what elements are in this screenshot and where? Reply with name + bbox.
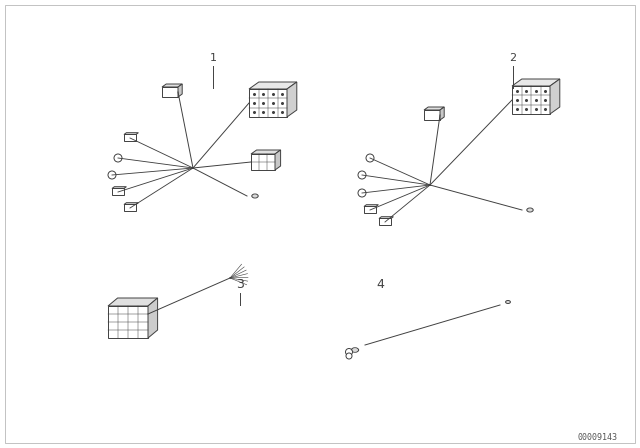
Polygon shape	[424, 107, 444, 110]
Circle shape	[358, 171, 366, 179]
Circle shape	[108, 171, 116, 179]
Bar	[379, 219, 391, 225]
Bar	[124, 134, 136, 142]
Bar	[512, 86, 550, 114]
Circle shape	[358, 189, 366, 197]
Polygon shape	[364, 205, 378, 207]
Text: 1: 1	[209, 53, 216, 63]
Polygon shape	[251, 150, 280, 154]
Bar	[124, 204, 136, 211]
Bar	[112, 189, 124, 195]
Bar	[251, 154, 275, 170]
Polygon shape	[178, 84, 182, 97]
Polygon shape	[162, 84, 182, 87]
Bar	[249, 89, 287, 117]
Polygon shape	[249, 82, 297, 89]
Text: 00009143: 00009143	[578, 434, 618, 443]
Circle shape	[366, 154, 374, 162]
Bar	[424, 110, 440, 120]
Polygon shape	[440, 107, 444, 120]
Polygon shape	[148, 298, 157, 338]
Circle shape	[346, 349, 353, 356]
Ellipse shape	[252, 194, 258, 198]
Bar	[364, 207, 376, 214]
Polygon shape	[124, 202, 138, 204]
Text: 2: 2	[509, 53, 516, 63]
Polygon shape	[379, 217, 394, 219]
Circle shape	[346, 353, 352, 359]
Ellipse shape	[351, 348, 358, 352]
Bar	[162, 87, 178, 97]
Ellipse shape	[506, 301, 511, 303]
Polygon shape	[124, 133, 138, 134]
Polygon shape	[275, 150, 280, 170]
Polygon shape	[112, 187, 127, 189]
Polygon shape	[287, 82, 297, 117]
Text: 4: 4	[376, 279, 384, 292]
Ellipse shape	[527, 208, 533, 212]
Text: 3: 3	[236, 279, 244, 292]
Polygon shape	[550, 79, 560, 114]
Bar	[108, 306, 148, 338]
Circle shape	[114, 154, 122, 162]
Polygon shape	[512, 79, 560, 86]
Polygon shape	[108, 298, 157, 306]
